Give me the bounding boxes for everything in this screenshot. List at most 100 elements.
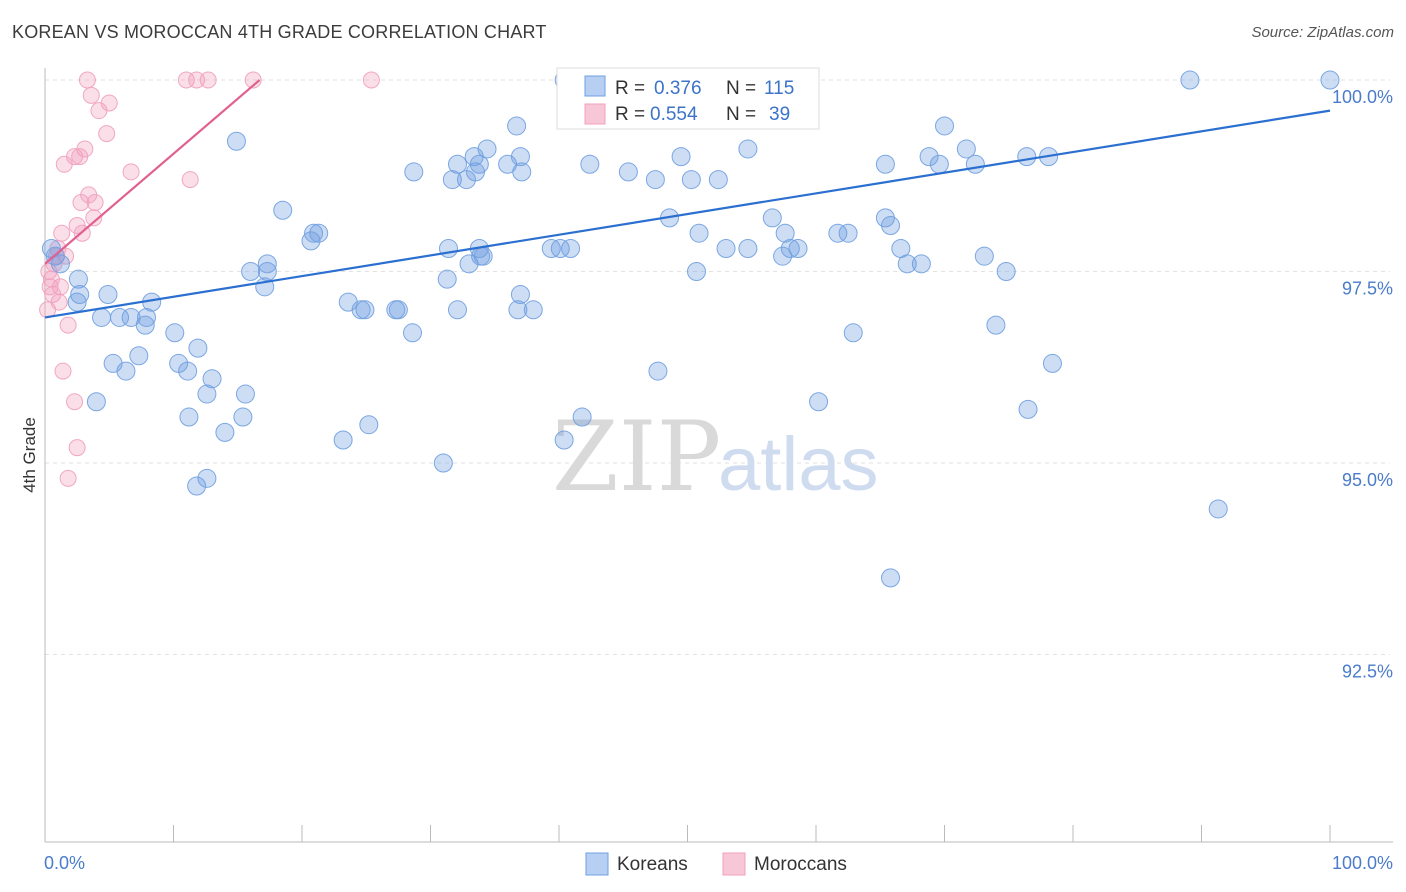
moroccan-point [85, 209, 103, 227]
korean-point [438, 239, 458, 259]
korean-point [70, 284, 90, 304]
moroccans-points [39, 71, 380, 487]
korean-point [215, 422, 235, 442]
korean-point [197, 468, 217, 488]
korean-point [689, 223, 709, 243]
korean-point [169, 353, 189, 373]
koreans-trend-line [44, 109, 1331, 319]
korean-point [301, 231, 321, 251]
moroccan-point [98, 125, 116, 143]
axes [44, 68, 1393, 843]
chart-title: KOREAN VS MOROCCAN 4TH GRADE CORRELATION… [12, 22, 547, 42]
chart-source: Source: ZipAtlas.com [1251, 24, 1394, 41]
moroccan-point [68, 217, 86, 235]
korean-point [554, 430, 574, 450]
korean-point [110, 307, 130, 327]
korean-point [433, 453, 453, 473]
korean-point [137, 307, 157, 327]
moroccan-point [50, 293, 68, 311]
korean-point [447, 300, 467, 320]
y-tick-label: 100.0% [1332, 87, 1393, 107]
koreans-swatch [584, 75, 606, 97]
korean-point [773, 246, 793, 266]
moroccan-point [122, 163, 140, 181]
korean-point [309, 223, 329, 243]
korean-point [1208, 499, 1228, 519]
korean-point [351, 300, 371, 320]
tick-labels: 100.0% 97.5% 95.0% 92.5% 0.0% 100.0% [44, 87, 1393, 873]
korean-point [572, 407, 592, 427]
korean-point [935, 116, 954, 136]
korean-point [67, 292, 87, 312]
koreans-r-value: 0.376 [654, 78, 702, 99]
korean-point [716, 239, 736, 259]
korean-point [477, 139, 497, 159]
korean-point [241, 262, 261, 281]
moroccans-swatch [584, 103, 606, 125]
korean-point [561, 239, 581, 259]
moroccan-point [78, 71, 96, 89]
korean-point [580, 154, 600, 174]
korean-point [775, 223, 795, 243]
moroccan-point [82, 86, 100, 104]
korean-point [738, 239, 758, 259]
korean-point [738, 139, 758, 159]
korean-point [911, 254, 931, 274]
korean-point [1320, 70, 1340, 90]
korean-point [86, 392, 106, 412]
korean-point [686, 262, 706, 281]
korean-point [648, 361, 668, 381]
koreans-n-label: N = [726, 78, 756, 99]
korean-point [897, 254, 917, 274]
korean-point [881, 568, 901, 588]
moroccans-n-label: N = [726, 104, 756, 125]
korean-point [645, 170, 665, 190]
moroccan-point [51, 278, 69, 296]
korean-point [98, 284, 118, 304]
legend-koreans-swatch [585, 852, 609, 876]
moroccan-point [244, 71, 262, 89]
korean-point [404, 162, 424, 182]
korean-point [442, 170, 462, 190]
korean-point [304, 223, 324, 243]
moroccans-r-label: R = [615, 104, 645, 125]
korean-point [135, 315, 155, 335]
korean-point [257, 254, 277, 274]
grid-lines [45, 79, 1390, 655]
korean-point [809, 392, 829, 412]
trend-lines [44, 79, 1331, 319]
y-tick-label: 97.5% [1342, 279, 1393, 299]
moroccan-point [100, 94, 118, 112]
korean-point [929, 154, 949, 174]
korean-point [403, 323, 423, 343]
korean-point [1042, 353, 1062, 373]
series-legend: Koreans Moroccans [585, 852, 847, 876]
korean-point [965, 154, 985, 174]
korean-point [671, 147, 691, 167]
korean-point [187, 476, 207, 496]
moroccans-r-value: 0.554 [650, 104, 698, 125]
korean-point [359, 415, 379, 435]
korean-point [507, 116, 527, 136]
korean-point [68, 269, 88, 289]
korean-point [233, 407, 253, 427]
koreans-r-label: R = [615, 78, 645, 99]
korean-point [508, 300, 528, 320]
korean-point [202, 369, 222, 389]
moroccan-point [177, 71, 195, 89]
legend-koreans-label: Koreans [617, 854, 688, 875]
legend-moroccans-swatch [722, 852, 746, 876]
moroccan-point [68, 439, 86, 457]
korean-point [523, 300, 543, 320]
korean-point [1018, 399, 1038, 419]
x-tick-label: 100.0% [1332, 853, 1393, 873]
korean-point [116, 361, 136, 381]
korean-point [235, 384, 255, 404]
korean-point [92, 307, 112, 327]
korean-point [919, 147, 939, 167]
x-tick-label: 0.0% [44, 853, 85, 873]
korean-point [165, 323, 185, 343]
moroccan-point [362, 71, 380, 89]
korean-point [1017, 147, 1037, 167]
watermark-zip: ZIP [552, 401, 721, 513]
